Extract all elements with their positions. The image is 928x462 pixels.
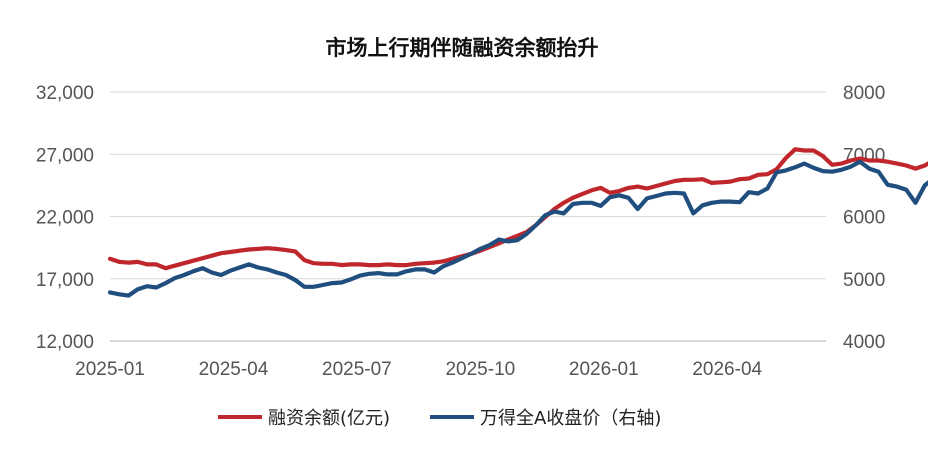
chart-title: 市场上行期伴随融资余额抬升	[326, 36, 599, 60]
x-tick-label: 2025-07	[322, 359, 392, 380]
legend-item-financing-balance: 融资余额(亿元)	[218, 408, 390, 429]
left-y-tick-label: 17,000	[36, 270, 94, 291]
legend: 融资余额(亿元) 万得全A收盘价（右轴)	[218, 408, 661, 429]
x-tick-label: 2025-04	[199, 359, 269, 380]
right-y-tick-label: 5000	[843, 270, 885, 291]
series-lines	[107, 147, 928, 298]
x-tick-label: 2026-01	[569, 359, 639, 380]
series-line-wind-all-a-index	[107, 159, 928, 298]
right-y-tick-label: 6000	[843, 208, 885, 229]
x-tick-label: 2026-04	[692, 359, 762, 380]
left-y-tick-label: 22,000	[36, 208, 94, 229]
right-y-tick-label: 4000	[843, 332, 885, 353]
left-y-axis: 12,000 17,000 22,000 27,000 32,000	[36, 83, 94, 353]
left-y-tick-label: 32,000	[36, 83, 94, 104]
left-y-tick-label: 12,000	[36, 332, 94, 353]
x-axis: 2025-01 2025-04 2025-07 2025-10 2026-01 2026-…	[75, 359, 762, 380]
x-tick-label: 2025-01	[75, 359, 145, 380]
grid-lines	[110, 91, 826, 342]
legend-item-wind-all-a-index: 万得全A收盘价（右轴)	[430, 408, 661, 429]
x-tick-label: 2025-10	[445, 359, 515, 380]
right-y-tick-label: 8000	[843, 83, 885, 104]
legend-label-wind-all-a-index: 万得全A收盘价（右轴)	[480, 408, 661, 429]
series-line-financing-balance	[107, 147, 928, 271]
legend-label-financing-balance: 融资余额(亿元)	[268, 408, 390, 429]
left-y-tick-label: 27,000	[36, 145, 94, 166]
